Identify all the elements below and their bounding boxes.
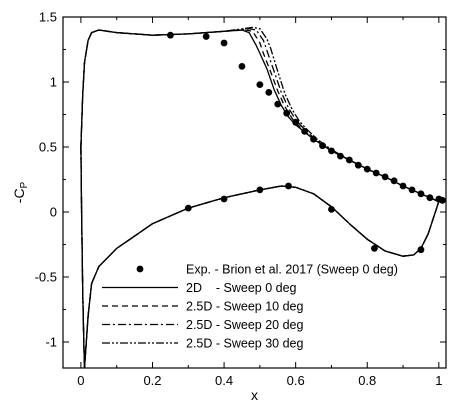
experiment-point xyxy=(292,118,300,126)
y-axis-label-subscript: P xyxy=(19,181,30,188)
experiment-point xyxy=(328,147,335,155)
x-tick-label: 0 xyxy=(77,373,84,388)
experiment-point xyxy=(256,186,264,194)
series-4-upper-line xyxy=(80,26,440,203)
experiment-point xyxy=(345,156,353,164)
experiment-point xyxy=(301,127,309,135)
experiment-point xyxy=(328,206,335,213)
experiment-point xyxy=(265,89,273,96)
experiment-point xyxy=(371,245,378,252)
y-tick-label: -1 xyxy=(45,335,57,350)
legend: Exp. - Brion et al. 2017 (Sweep 0 deg) 2D… xyxy=(102,263,398,351)
experiment-point xyxy=(184,204,192,212)
experiment-point xyxy=(202,33,210,40)
experiment-point xyxy=(283,109,291,117)
y-tick-label: 1 xyxy=(50,75,57,90)
y-tick-label: 0 xyxy=(50,205,57,220)
series-2-upper-line xyxy=(80,29,440,203)
experiment-point xyxy=(285,182,292,190)
x-tick-label: 0.4 xyxy=(215,373,233,388)
legend-label-series-3: 2.5D - Sweep 20 deg xyxy=(186,318,303,332)
legend-label-series-1: 2D - Sweep 0 deg xyxy=(186,281,297,295)
experiment-point xyxy=(417,190,425,198)
y-tick-label: 0.5 xyxy=(39,140,57,155)
axis-ticks xyxy=(63,16,446,368)
experiment-point xyxy=(426,194,434,202)
experiment-point xyxy=(372,169,380,177)
experiment-point xyxy=(408,186,416,194)
experiment-point xyxy=(399,182,407,190)
x-tick-label: 1 xyxy=(435,373,442,388)
experiment-point xyxy=(390,177,398,185)
plot-lines xyxy=(80,26,440,368)
x-tick-label: 0.6 xyxy=(287,373,305,388)
experiment-point xyxy=(319,142,326,150)
experiment-point xyxy=(256,81,264,88)
experiment-point xyxy=(439,196,446,204)
experiment-point xyxy=(381,173,389,181)
experiment-point xyxy=(274,100,282,108)
y-axis-label: -CP xyxy=(11,181,30,203)
experiment-point xyxy=(417,246,425,254)
x-tick-label: 0.2 xyxy=(143,373,161,388)
experiment-point xyxy=(166,31,174,39)
legend-label-series-4: 2.5D - Sweep 30 deg xyxy=(186,337,303,351)
experiment-point xyxy=(354,161,362,169)
plot-frame xyxy=(62,16,447,369)
axis-tick-labels: 0 0.2 0.4 0.6 0.8 1 -1 -0.5 0 0.5 1 1.5 xyxy=(35,10,443,389)
experiment-point xyxy=(363,165,371,173)
experiment-points xyxy=(166,31,446,254)
x-axis-label: x xyxy=(251,387,258,403)
legend-label-experiment: Exp. - Brion et al. 2017 (Sweep 0 deg) xyxy=(186,263,398,277)
legend-marker-experiment xyxy=(136,265,144,273)
legend-label-series-2: 2.5D - Sweep 10 deg xyxy=(186,300,303,314)
experiment-point xyxy=(337,152,344,160)
experiment-point xyxy=(310,135,317,143)
x-tick-label: 0.8 xyxy=(358,373,376,388)
experiment-point xyxy=(238,63,246,70)
experiment-point xyxy=(220,39,228,47)
y-tick-label: 1.5 xyxy=(39,10,57,25)
y-tick-label: -0.5 xyxy=(35,270,57,285)
y-axis-label-main: -C xyxy=(11,188,27,203)
experiment-point xyxy=(220,195,228,203)
